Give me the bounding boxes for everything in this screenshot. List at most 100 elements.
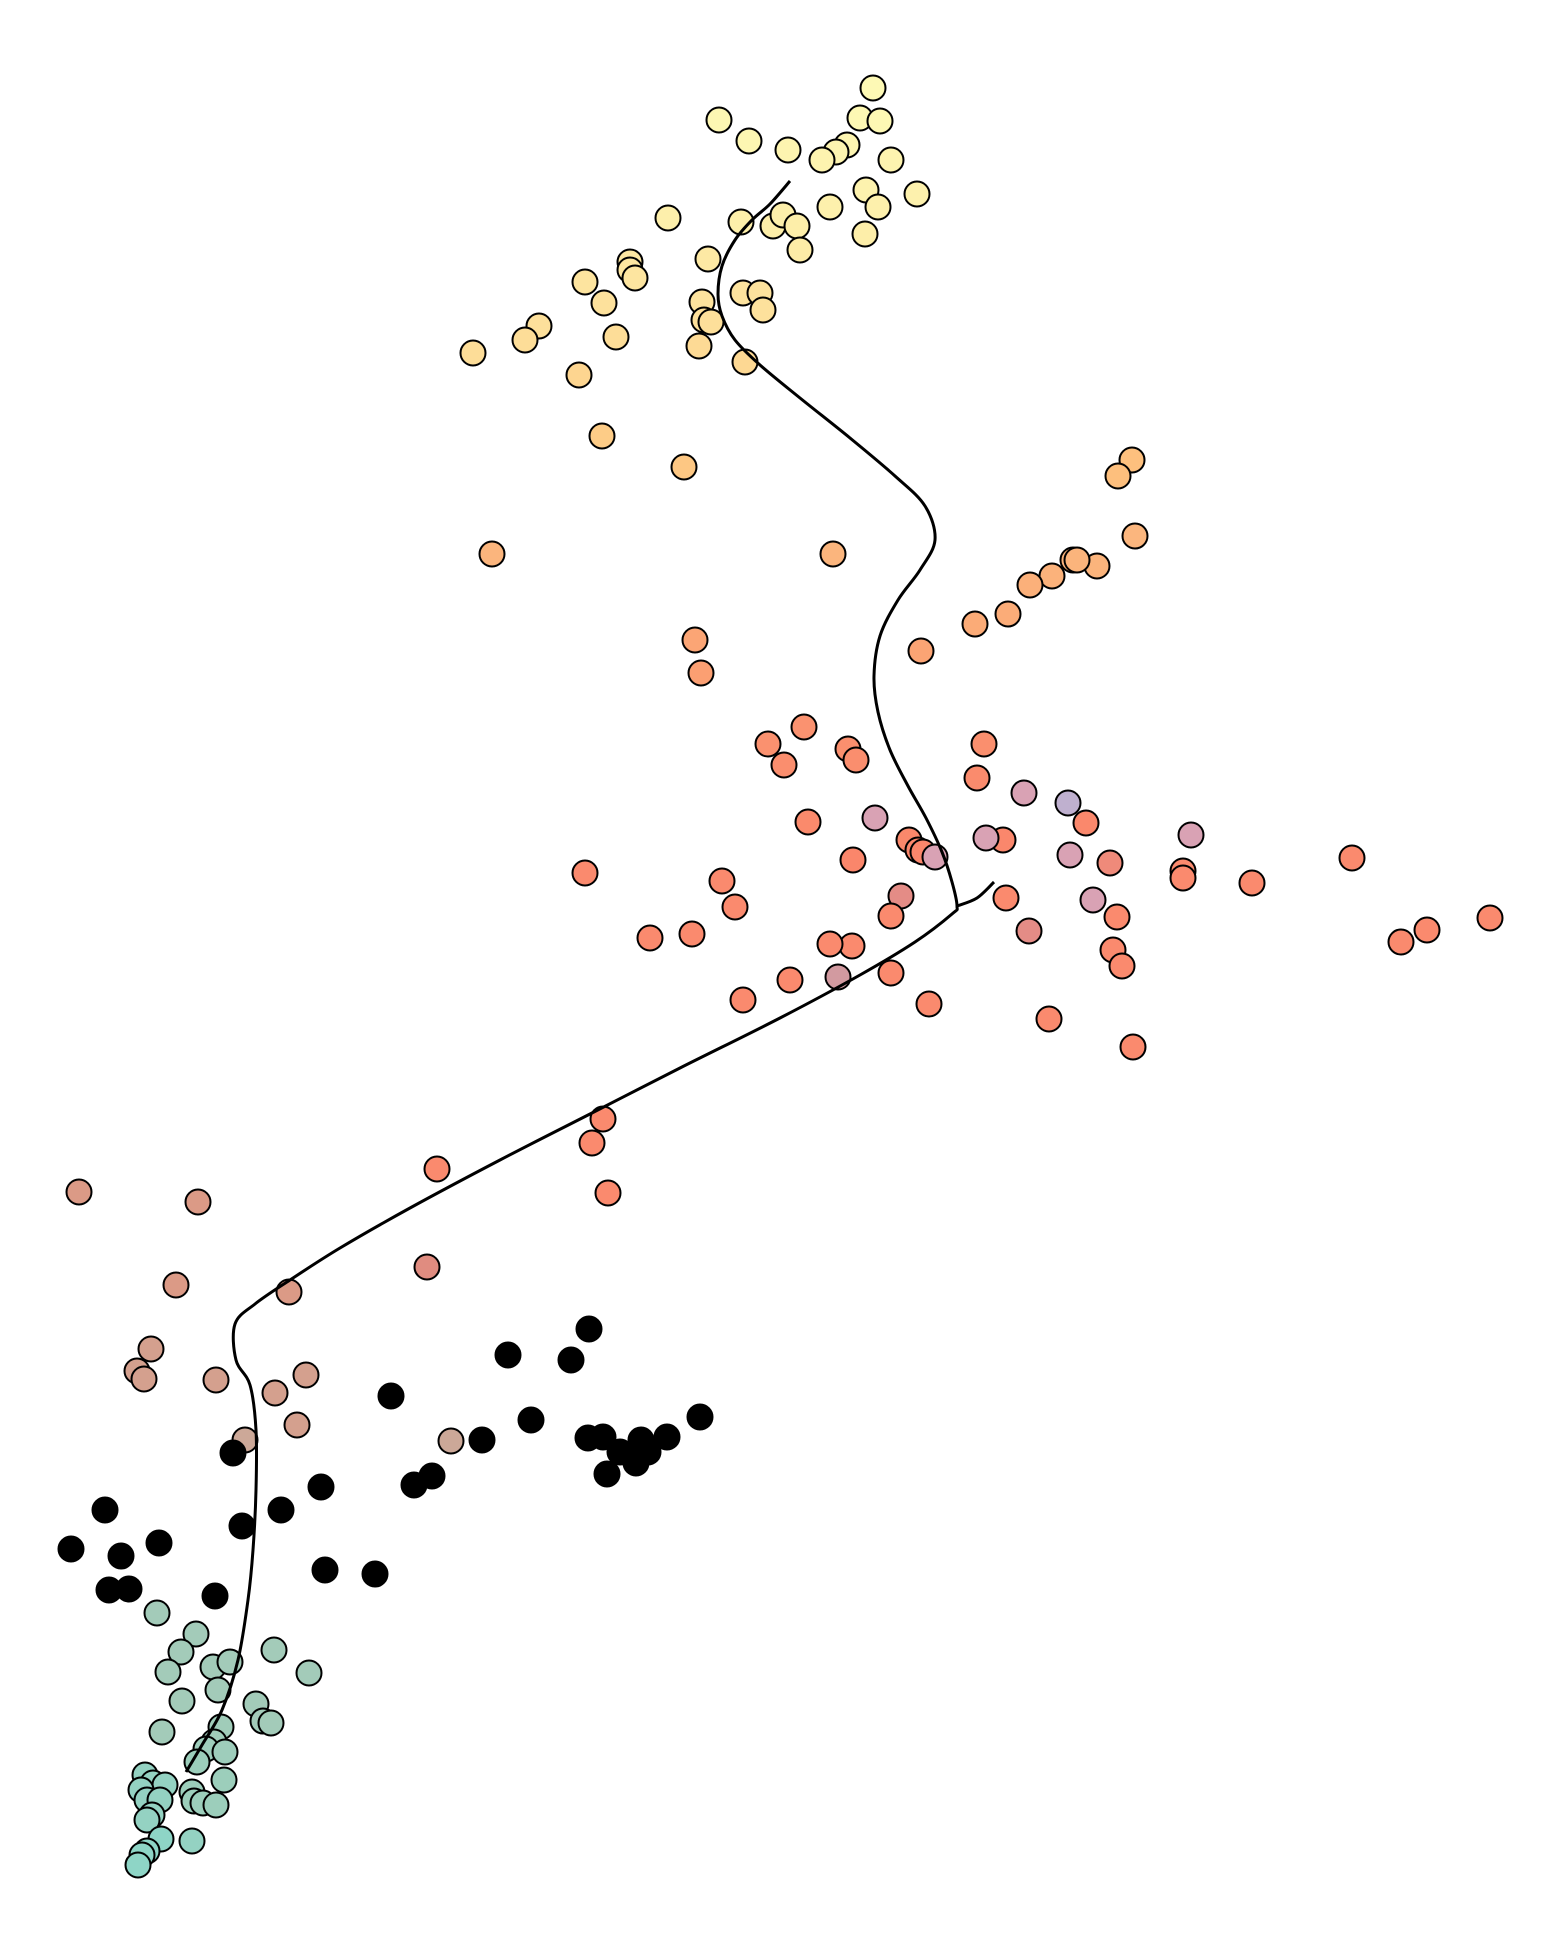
data-point	[705, 106, 733, 134]
data-point	[292, 1361, 320, 1389]
data-point	[708, 867, 736, 895]
data-point	[459, 339, 487, 367]
data-point	[590, 289, 618, 317]
data-point	[749, 296, 777, 324]
data-point	[377, 1382, 405, 1410]
data-point	[1054, 789, 1082, 817]
data-point	[622, 1449, 650, 1477]
data-point	[148, 1718, 176, 1746]
data-point	[130, 1365, 158, 1393]
data-point	[154, 1658, 182, 1686]
data-point	[754, 730, 782, 758]
data-point	[808, 146, 836, 174]
data-point	[839, 846, 867, 874]
data-point	[670, 453, 698, 481]
data-point	[311, 1556, 339, 1584]
data-point	[907, 637, 935, 665]
data-point	[65, 1178, 93, 1206]
data-point	[694, 245, 722, 273]
data-point	[970, 730, 998, 758]
data-point	[57, 1535, 85, 1563]
data-point	[413, 1253, 441, 1281]
data-point	[727, 208, 755, 236]
data-point	[557, 1346, 585, 1374]
data-point	[593, 1460, 621, 1488]
data-point	[1010, 779, 1038, 807]
data-point	[861, 804, 889, 832]
data-point	[202, 1791, 230, 1819]
data-point	[219, 1439, 247, 1467]
data-point	[468, 1426, 496, 1454]
data-point	[1413, 916, 1441, 944]
data-point	[1096, 849, 1124, 877]
data-point	[915, 990, 943, 1018]
data-point	[963, 764, 991, 792]
data-point	[1015, 917, 1043, 945]
data-point	[275, 1278, 303, 1306]
data-point	[589, 1423, 617, 1451]
data-point	[1387, 928, 1415, 956]
data-point	[735, 127, 763, 155]
trajectory-branch	[956, 880, 996, 908]
data-point	[1108, 952, 1136, 980]
data-point	[686, 1403, 714, 1431]
data-point	[1056, 841, 1084, 869]
data-point	[621, 264, 649, 292]
data-point	[517, 1406, 545, 1434]
data-point	[1121, 522, 1149, 550]
data-point	[678, 920, 706, 948]
data-point	[202, 1366, 230, 1394]
data-point	[261, 1379, 289, 1407]
data-point	[994, 600, 1022, 628]
data-point	[783, 212, 811, 240]
data-point	[201, 1582, 229, 1610]
data-point	[1072, 809, 1100, 837]
data-point	[124, 1851, 152, 1879]
data-point	[786, 236, 814, 264]
data-point	[143, 1599, 171, 1627]
data-point	[681, 626, 709, 654]
data-point	[866, 107, 894, 135]
data-point	[877, 959, 905, 987]
data-point	[816, 930, 844, 958]
data-point	[178, 1827, 206, 1855]
data-point	[790, 713, 818, 741]
data-point	[770, 751, 798, 779]
data-point	[1169, 864, 1197, 892]
data-point	[162, 1271, 190, 1299]
data-point	[400, 1471, 428, 1499]
data-point	[1079, 886, 1107, 914]
data-point	[687, 659, 715, 687]
data-point	[145, 1529, 173, 1557]
data-point	[1016, 571, 1044, 599]
data-point	[295, 1659, 323, 1687]
data-point	[91, 1496, 119, 1524]
data-point	[1476, 904, 1504, 932]
data-point	[851, 220, 879, 248]
points-layer	[57, 74, 1504, 1879]
data-point	[437, 1427, 465, 1455]
data-point	[260, 1636, 288, 1664]
data-point	[115, 1575, 143, 1603]
data-point	[184, 1188, 212, 1216]
data-point	[877, 902, 905, 930]
data-point	[729, 986, 757, 1014]
data-point	[167, 1638, 195, 1666]
data-point	[478, 540, 506, 568]
data-point	[594, 1179, 622, 1207]
data-point	[972, 824, 1000, 852]
data-point	[842, 746, 870, 774]
data-point	[267, 1496, 295, 1524]
data-point	[1035, 1005, 1063, 1033]
data-point	[565, 361, 593, 389]
data-point	[819, 540, 847, 568]
data-point	[636, 924, 664, 952]
data-point	[816, 193, 844, 221]
trajectory-layer	[184, 180, 996, 1773]
data-point	[168, 1687, 196, 1715]
data-point	[776, 966, 804, 994]
data-point	[211, 1738, 239, 1766]
data-point	[210, 1766, 238, 1794]
data-point	[1103, 903, 1131, 931]
